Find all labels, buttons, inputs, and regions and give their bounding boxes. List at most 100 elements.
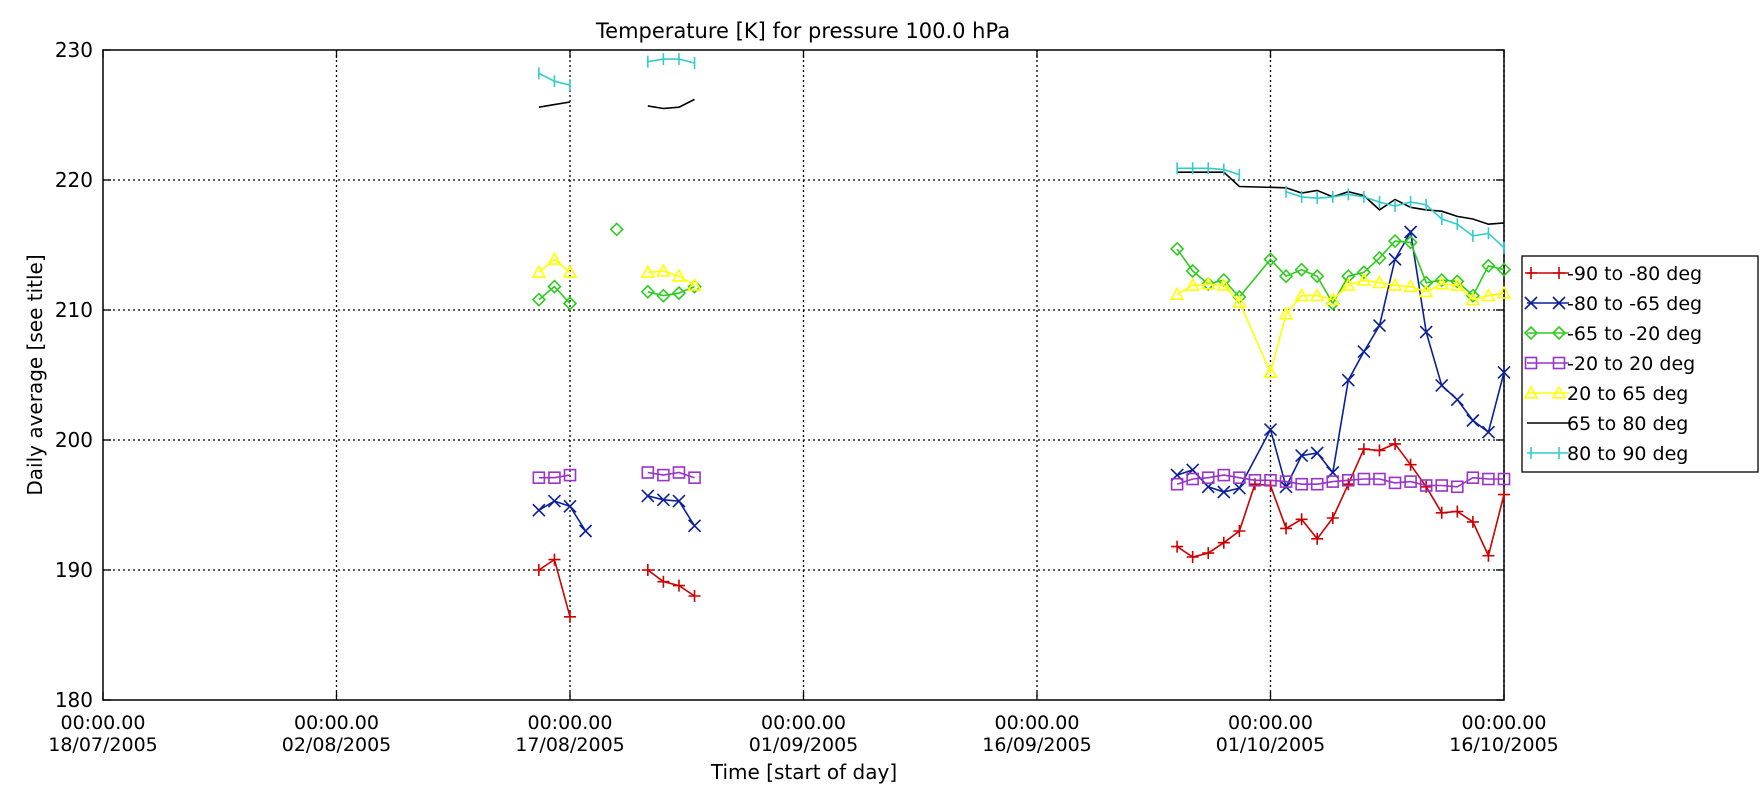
data-point-triangle bbox=[1372, 275, 1387, 289]
series-line bbox=[1176, 279, 1505, 375]
data-point-triangle bbox=[1309, 288, 1325, 302]
data-point-plus bbox=[657, 575, 670, 588]
y-tick-label: 230 bbox=[55, 38, 93, 62]
data-point-diamond bbox=[531, 292, 546, 307]
data-point-triangle bbox=[1294, 288, 1309, 302]
data-point-x bbox=[1419, 325, 1433, 339]
x-tick-date-label: 16/09/2005 bbox=[982, 734, 1092, 756]
legend-label: 65 to 80 deg bbox=[1567, 413, 1688, 435]
data-point-square bbox=[1217, 468, 1231, 482]
data-point-plus bbox=[672, 579, 685, 592]
data-point-x bbox=[579, 524, 593, 538]
data-point-triangle bbox=[531, 264, 547, 278]
data-point-triangle bbox=[1481, 288, 1496, 302]
series-6 bbox=[538, 53, 1505, 254]
data-point-triangle bbox=[1551, 385, 1567, 399]
data-point-square bbox=[1482, 472, 1495, 486]
data-point-x bbox=[641, 489, 655, 503]
legend-item: -20 to 20 deg bbox=[1524, 353, 1695, 375]
data-point-triangle bbox=[671, 268, 687, 282]
x-tick-time-label: 00:00.00 bbox=[528, 712, 613, 734]
data-point-x bbox=[1435, 378, 1449, 392]
data-point-x bbox=[1552, 296, 1566, 310]
data-point-square bbox=[657, 468, 670, 482]
data-point-diamond bbox=[687, 279, 702, 294]
data-point-square bbox=[1497, 472, 1511, 486]
data-point-diamond bbox=[1278, 269, 1294, 284]
data-point-diamond bbox=[562, 296, 578, 311]
data-point-x bbox=[1466, 413, 1480, 428]
data-point-x bbox=[1450, 393, 1464, 407]
data-point-square bbox=[563, 468, 577, 482]
data-point-square bbox=[672, 466, 686, 479]
series-line bbox=[1176, 474, 1504, 488]
data-point-diamond bbox=[1201, 276, 1216, 292]
data-point-x bbox=[672, 494, 686, 508]
legend-label: -65 to -20 deg bbox=[1567, 323, 1702, 345]
data-point-square bbox=[1451, 480, 1464, 494]
x-tick-date-label: 16/10/2005 bbox=[1449, 734, 1559, 756]
series-line bbox=[538, 258, 571, 273]
data-point-square bbox=[1419, 479, 1433, 492]
data-point-triangle bbox=[1216, 277, 1232, 291]
x-tick-time-label: 00:00.00 bbox=[294, 712, 379, 734]
y-tick-label: 220 bbox=[55, 168, 93, 192]
data-point-plus bbox=[641, 564, 654, 576]
data-point-square bbox=[1186, 472, 1199, 486]
series-line bbox=[647, 569, 695, 597]
data-point-triangle bbox=[547, 251, 562, 265]
chart-title: Temperature [K] for pressure 100.0 hPa bbox=[595, 19, 1010, 43]
data-point-square bbox=[532, 471, 546, 485]
x-tick-date-label: 01/09/2005 bbox=[749, 734, 859, 756]
data-point-plus bbox=[1233, 525, 1246, 537]
data-point-triangle bbox=[1523, 385, 1539, 399]
data-point-plus bbox=[1186, 551, 1199, 563]
data-point-diamond bbox=[1387, 233, 1403, 249]
data-point-diamond bbox=[1551, 325, 1567, 341]
legend-item: 80 to 90 deg bbox=[1527, 443, 1688, 465]
data-point-plus bbox=[1311, 532, 1324, 545]
series-line bbox=[1176, 442, 1505, 559]
data-point-diamond bbox=[640, 284, 655, 299]
data-point-square bbox=[1264, 473, 1277, 487]
data-point-diamond bbox=[1372, 250, 1387, 266]
series-5 bbox=[538, 98, 1505, 226]
data-point-plus bbox=[1525, 267, 1537, 279]
data-point-square bbox=[1279, 475, 1293, 488]
data-point-square bbox=[548, 471, 561, 485]
data-point-diamond bbox=[1450, 274, 1465, 289]
series-line bbox=[647, 471, 695, 479]
data-point-triangle bbox=[1496, 285, 1512, 299]
y-tick-label: 210 bbox=[55, 298, 93, 322]
data-point-square bbox=[1170, 477, 1184, 491]
series-line bbox=[538, 285, 571, 305]
data-point-x bbox=[1232, 481, 1246, 495]
data-point-x bbox=[1404, 225, 1418, 239]
data-point-x bbox=[1388, 252, 1402, 266]
series-4 bbox=[531, 251, 1512, 378]
y-tick-label: 180 bbox=[55, 688, 93, 712]
data-point-diamond bbox=[656, 288, 671, 303]
data-point-triangle bbox=[1169, 286, 1185, 300]
legend-item: -90 to -80 deg bbox=[1525, 263, 1702, 285]
data-point-x bbox=[547, 494, 561, 508]
data-point-x bbox=[1295, 449, 1309, 463]
data-point-square bbox=[1388, 476, 1402, 490]
data-point-x bbox=[656, 493, 670, 507]
data-point-plus bbox=[1451, 505, 1464, 518]
data-point-triangle bbox=[687, 277, 702, 291]
data-point-triangle bbox=[1278, 306, 1294, 320]
data-point-square bbox=[1295, 477, 1308, 491]
grid-lines bbox=[103, 50, 1505, 700]
data-point-square bbox=[641, 466, 655, 479]
data-point-triangle bbox=[1387, 277, 1403, 291]
data-point-plus bbox=[1357, 443, 1370, 456]
data-point-diamond bbox=[1419, 275, 1434, 290]
data-point-diamond bbox=[1185, 263, 1200, 279]
data-point-diamond bbox=[1481, 258, 1496, 273]
data-point-x bbox=[1357, 345, 1371, 359]
data-point-x bbox=[1263, 423, 1278, 437]
data-point-diamond bbox=[1310, 269, 1325, 284]
data-point-plus bbox=[1171, 540, 1184, 553]
